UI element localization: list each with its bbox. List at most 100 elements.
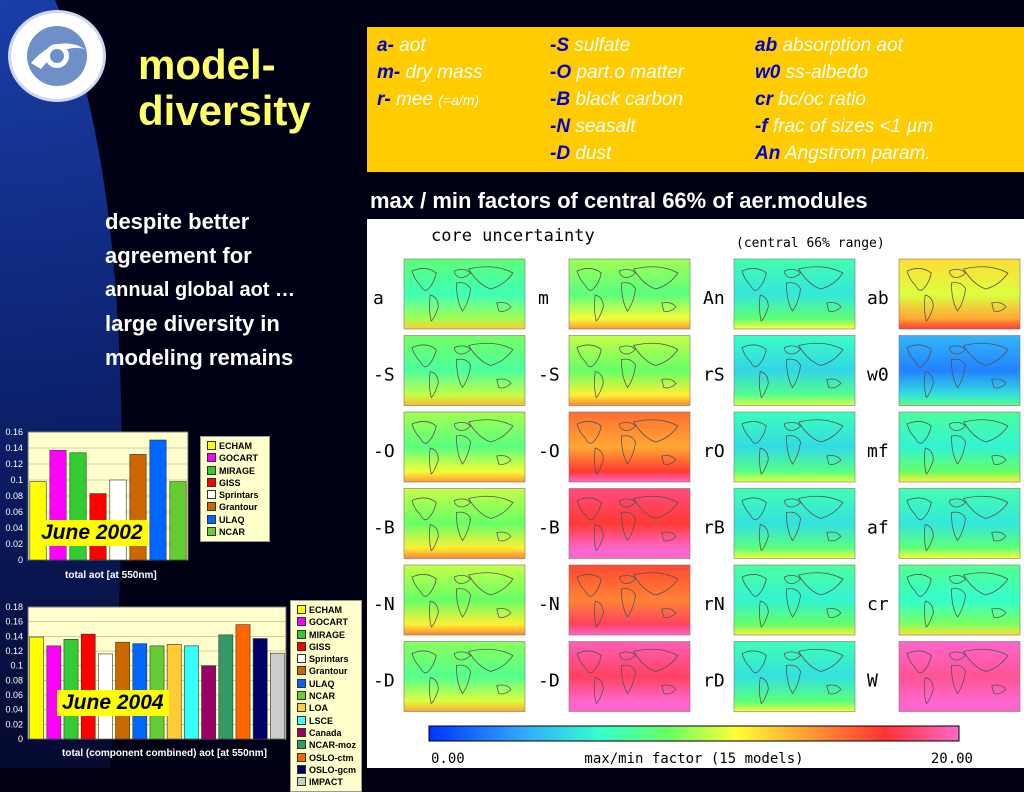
map-panel-label: rO <box>703 441 725 462</box>
continent-outline <box>619 422 635 430</box>
bar-chart-june-2004: 0 0.02 0.04 0.06 0.08 0.1 0.12 0.14 0.16 0.18 tota… <box>0 598 368 792</box>
continent-outline <box>429 601 438 627</box>
y-tick-label: 0.1 <box>10 475 23 485</box>
continent-outline <box>786 359 800 387</box>
uncertainty-map-panel <box>568 411 691 483</box>
legend-label: GOCART <box>309 617 348 628</box>
legend-label: GOCART <box>219 453 258 464</box>
legend-swatch <box>297 752 306 762</box>
legend-entry: -D dust <box>550 143 611 165</box>
coastline-outline <box>742 573 843 627</box>
legend-label: Sprintars <box>309 654 349 665</box>
legend-item: LSCE <box>291 715 361 727</box>
continent-outline <box>907 498 931 520</box>
continent-outline <box>992 379 1006 388</box>
continent-outline <box>619 499 635 507</box>
legend-item: Sprintars <box>201 489 269 501</box>
y-tick-label: 0.18 <box>5 602 23 612</box>
legend-swatch <box>207 514 216 524</box>
coastline-outline <box>577 267 678 321</box>
continent-outline <box>454 652 470 660</box>
continent-outline <box>951 436 965 464</box>
continent-outline <box>951 283 965 311</box>
coastline-outline <box>412 343 513 397</box>
continent-outline <box>497 532 511 541</box>
legend-desc: frac of sizes <1 µm <box>767 116 934 137</box>
legend-item: Grantour <box>291 665 361 677</box>
continent-outline <box>412 421 436 443</box>
map-panel-label: m <box>538 288 549 309</box>
continent-outline <box>454 499 470 507</box>
coastline-outline <box>907 496 1008 550</box>
continent-outline <box>662 379 676 388</box>
uncertainty-map-panel <box>568 335 691 406</box>
continent-outline <box>827 532 841 541</box>
continent-outline <box>621 512 635 540</box>
continent-outline <box>634 343 678 365</box>
uncertainty-map-panel <box>898 411 1021 483</box>
map-panel-label: -O <box>373 441 395 462</box>
legend-swatch <box>297 629 306 639</box>
continent-outline <box>469 420 513 442</box>
continent-outline <box>951 359 965 387</box>
continent-outline <box>759 525 768 551</box>
legend-label: Grantour <box>309 666 348 677</box>
continent-outline <box>951 512 965 540</box>
legend-item: ULAQ <box>201 514 269 526</box>
legend-entry: w0 ss-albedo <box>755 62 868 84</box>
map-figure-title: core uncertainty <box>431 226 595 246</box>
continent-outline <box>924 525 933 551</box>
legend-code: -D <box>550 143 571 164</box>
continent-outline <box>454 269 470 277</box>
continent-outline <box>577 345 601 367</box>
y-tick-label: 0.12 <box>5 459 23 469</box>
page-title-line2: diversity <box>138 87 311 134</box>
continent-outline <box>577 421 601 443</box>
continent-outline <box>469 573 513 595</box>
y-tick-label: 0.04 <box>5 523 23 533</box>
continent-outline <box>742 345 766 367</box>
legend-swatch <box>297 715 306 725</box>
legend-swatch <box>207 441 216 450</box>
summary-line: despite better <box>105 209 250 234</box>
coastline-outline <box>577 420 678 474</box>
continent-outline <box>759 295 768 321</box>
legend-code: -S <box>550 35 569 56</box>
continent-outline <box>742 651 766 673</box>
coastline-outline <box>907 649 1008 703</box>
continent-outline <box>759 372 768 398</box>
continent-outline <box>621 436 635 464</box>
x-axis-label: total aot [at 550nm] <box>65 570 157 581</box>
map-panel-label: -S <box>538 365 560 386</box>
uncertainty-map-panel <box>898 564 1021 636</box>
continent-outline <box>951 589 965 617</box>
uncertainty-map-panel <box>733 411 856 483</box>
legend-code: ab <box>755 35 778 56</box>
legend-swatch <box>297 641 306 651</box>
map-panel-label: W <box>867 671 878 692</box>
uncertainty-map-panel <box>733 258 856 330</box>
legend-swatch <box>207 527 216 537</box>
continent-outline <box>964 649 1008 671</box>
coastline-outline <box>742 343 843 397</box>
coastline-outline <box>742 496 843 550</box>
continent-outline <box>992 456 1006 465</box>
legend-swatch <box>207 465 216 475</box>
continent-outline <box>634 496 678 518</box>
continent-outline <box>621 589 635 617</box>
summary-line: annual global aot … <box>105 279 296 301</box>
uncertainty-map-panel <box>898 488 1021 559</box>
map-panel-label: -B <box>538 518 560 539</box>
chart-legend: ECHAM GOCART MIRAGE GISS Sprintars Grantour UL… <box>290 600 362 792</box>
uncertainty-map-panel <box>403 564 526 636</box>
colorbar <box>428 725 960 742</box>
legend-label: NCAR-moz <box>309 740 356 751</box>
legend-item: GOCART <box>291 616 361 628</box>
legend-code: w0 <box>755 62 781 83</box>
legend-code: -B <box>550 89 571 110</box>
legend-label: OSLO-ctm <box>309 752 354 763</box>
continent-outline <box>827 685 841 694</box>
continent-outline <box>759 678 768 704</box>
continent-outline <box>594 372 603 398</box>
continent-outline <box>786 436 800 464</box>
